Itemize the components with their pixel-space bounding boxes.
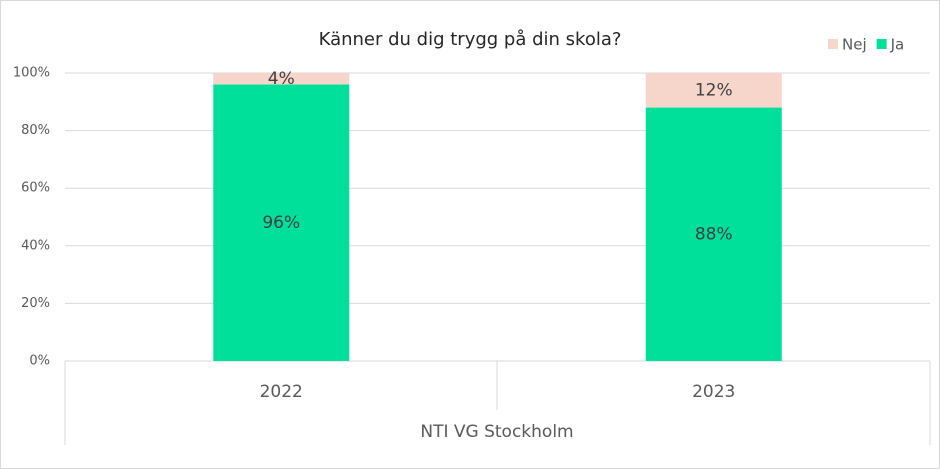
bar-segment: [213, 73, 350, 85]
legend-label: Ja: [890, 36, 905, 54]
y-tick-label: 100%: [13, 66, 50, 81]
data-label: 88%: [695, 224, 733, 244]
y-tick-label: 40%: [21, 238, 50, 253]
legend-label: Nej: [842, 36, 867, 54]
chart-title: Känner du dig trygg på din skola?: [319, 29, 622, 50]
data-label: 96%: [262, 213, 300, 233]
bar-segment: [213, 84, 350, 362]
x-tick-label: 2022: [260, 382, 303, 402]
y-tick-label: 20%: [21, 296, 50, 311]
data-label: 12%: [695, 80, 733, 100]
bar-segment: [645, 107, 782, 361]
y-tick-label: 0%: [29, 354, 50, 369]
legend-swatch: [876, 39, 887, 49]
bar-segment: [645, 73, 782, 108]
y-tick-label: 60%: [21, 181, 50, 196]
data-label: 4%: [268, 69, 295, 89]
x-axis-label: NTI VG Stockholm: [420, 422, 573, 442]
y-tick-label: 80%: [21, 123, 50, 138]
x-tick-label: 2023: [692, 382, 735, 402]
legend-swatch: [828, 39, 838, 49]
